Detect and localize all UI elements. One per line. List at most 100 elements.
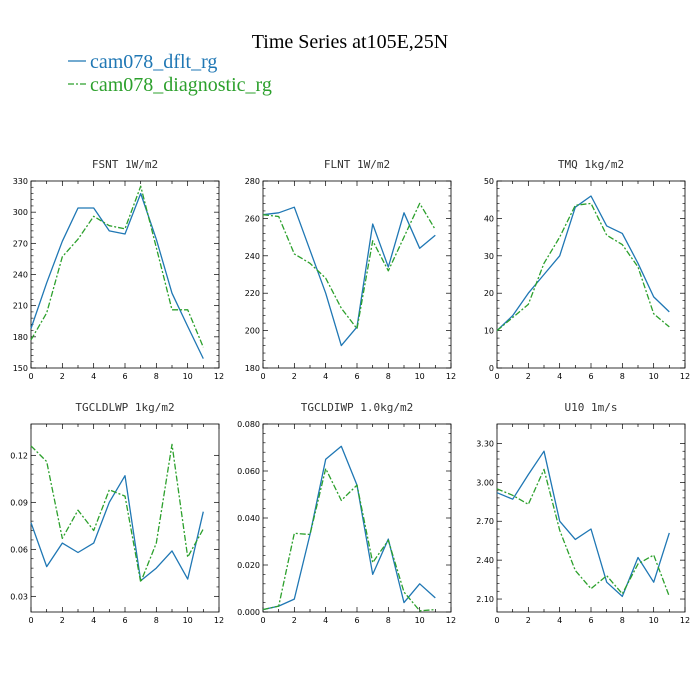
x-tick-label-flnt: 2 — [292, 372, 297, 381]
panel-tgcldiwp: TGCLDIWP 1.0kg/m2 0 2 4 6 8 10 12 0.000 0.020 0.04… — [237, 401, 456, 625]
y-tick-label-fsnt: 270 — [13, 239, 28, 248]
y-tick-label-tgcldiwp: 0.040 — [237, 514, 260, 523]
y-tick-label-fsnt: 150 — [13, 364, 28, 373]
x-tick-label-u10: 12 — [680, 616, 690, 625]
y-tick-label-tmq: 10 — [484, 327, 494, 336]
x-tick-label-tmq: 10 — [649, 372, 659, 381]
x-tick-label-flnt: 12 — [446, 372, 456, 381]
legend-label-dflt: cam078_dflt_rg — [90, 51, 217, 73]
x-tick-label-tgcldlwp: 6 — [122, 616, 127, 625]
y-tick-label-tmq: 30 — [484, 252, 494, 261]
x-tick-label-flnt: 0 — [260, 372, 265, 381]
panel-u10: U10 1m/s 0 2 4 6 8 10 12 2.10 2.40 2.70 3.00 3.30 — [476, 401, 690, 625]
panel-title-tmq: TMQ 1kg/m2 — [558, 158, 624, 171]
x-tick-label-tgcldlwp: 10 — [183, 616, 193, 625]
y-tick-label-u10: 3.00 — [476, 478, 494, 487]
x-tick-label-tgcldiwp: 0 — [260, 616, 265, 625]
x-tick-label-fsnt: 6 — [122, 372, 127, 381]
y-tick-label-u10: 2.10 — [476, 595, 494, 604]
series-line-diagnostic-u10 — [496, 468, 670, 597]
series-line-dflt-flnt — [262, 206, 436, 347]
plot-frame-tgcldlwp — [30, 423, 220, 613]
y-tick-label-flnt: 180 — [245, 364, 260, 373]
panel-title-tgcldlwp: TGCLDLWP 1kg/m2 — [75, 401, 174, 414]
y-tick-label-tmq: 40 — [484, 214, 494, 223]
x-tick-label-tgcldlwp: 0 — [28, 616, 33, 625]
x-tick-label-flnt: 10 — [415, 372, 425, 381]
series-line-dflt-tmq — [496, 195, 670, 332]
panel-flnt: FLNT 1W/m2 0 2 4 6 8 10 12 180 200 220 240 260 280 — [245, 158, 456, 381]
x-tick-label-tgcldlwp: 8 — [154, 616, 159, 625]
x-tick-label-flnt: 4 — [323, 372, 328, 381]
x-tick-label-tmq: 8 — [620, 372, 625, 381]
y-tick-label-u10: 2.70 — [476, 517, 494, 526]
x-tick-label-tmq: 4 — [557, 372, 562, 381]
panel-title-fsnt: FSNT 1W/m2 — [92, 158, 158, 171]
x-tick-label-tgcldlwp: 12 — [214, 616, 224, 625]
series-line-diagnostic-tgcldiwp — [262, 467, 436, 612]
x-tick-label-u10: 10 — [649, 616, 659, 625]
y-tick-label-fsnt: 180 — [13, 333, 28, 342]
legend-label-diagnostic: cam078_diagnostic_rg — [90, 74, 272, 96]
y-tick-label-fsnt: 210 — [13, 302, 28, 311]
series-line-dflt-tgcldlwp — [30, 475, 204, 582]
x-tick-label-fsnt: 2 — [60, 372, 65, 381]
y-tick-label-fsnt: 240 — [13, 271, 28, 280]
x-tick-label-fsnt: 12 — [214, 372, 224, 381]
y-tick-label-flnt: 240 — [245, 252, 260, 261]
panel-tgcldlwp: TGCLDLWP 1kg/m2 0 2 4 6 8 10 12 0.03 0.06 0.09 0.12 — [10, 401, 224, 625]
plot-frame-fsnt — [30, 180, 220, 369]
plot-frame-flnt — [262, 180, 452, 369]
series-line-dflt-tgcldiwp — [262, 445, 436, 611]
x-tick-label-u10: 8 — [620, 616, 625, 625]
x-tick-label-fsnt: 8 — [154, 372, 159, 381]
series-line-diagnostic-flnt — [262, 202, 436, 330]
series-line-diagnostic-fsnt — [30, 185, 204, 348]
x-tick-label-tgcldlwp: 2 — [60, 616, 65, 625]
y-tick-label-fsnt: 330 — [13, 177, 28, 186]
y-tick-label-flnt: 280 — [245, 177, 260, 186]
plot-frame-tgcldiwp — [262, 423, 452, 613]
x-tick-label-tgcldiwp: 12 — [446, 616, 456, 625]
figure-title: Time Series at105E,25N — [252, 31, 448, 53]
x-tick-label-tgcldiwp: 2 — [292, 616, 297, 625]
series-line-diagnostic-tmq — [496, 202, 670, 332]
y-tick-label-tgcldlwp: 0.06 — [10, 545, 28, 554]
x-tick-label-fsnt: 4 — [91, 372, 96, 381]
panel-fsnt: FSNT 1W/m2 0 2 4 6 8 10 12 150 180 210 240 270 300 330 — [13, 158, 224, 381]
panel-tmq: TMQ 1kg/m2 0 2 4 6 8 10 12 0 10 20 30 40 50 — [484, 158, 690, 381]
x-tick-label-tgcldlwp: 4 — [91, 616, 96, 625]
x-tick-label-u10: 2 — [526, 616, 531, 625]
y-tick-label-u10: 2.40 — [476, 556, 494, 565]
plot-frame-u10 — [496, 423, 686, 613]
y-tick-label-tmq: 20 — [484, 289, 494, 298]
x-tick-label-fsnt: 0 — [28, 372, 33, 381]
y-tick-label-flnt: 220 — [245, 289, 260, 298]
y-tick-label-tgcldiwp: 0.000 — [237, 608, 260, 617]
y-tick-label-tgcldiwp: 0.020 — [237, 561, 260, 570]
x-tick-label-tgcldiwp: 10 — [415, 616, 425, 625]
x-tick-label-tmq: 2 — [526, 372, 531, 381]
series-line-dflt-u10 — [496, 450, 670, 598]
series-line-diagnostic-tgcldlwp — [30, 443, 204, 583]
y-tick-label-flnt: 200 — [245, 327, 260, 336]
y-tick-label-tgcldlwp: 0.03 — [10, 592, 28, 601]
y-tick-label-tmq: 50 — [484, 177, 494, 186]
y-tick-label-u10: 3.30 — [476, 439, 494, 448]
panel-title-flnt: FLNT 1W/m2 — [324, 158, 390, 171]
x-tick-label-tgcldiwp: 8 — [386, 616, 391, 625]
x-tick-label-fsnt: 10 — [183, 372, 193, 381]
x-tick-label-tmq: 6 — [588, 372, 593, 381]
x-tick-label-tmq: 0 — [494, 372, 499, 381]
y-tick-label-tgcldiwp: 0.060 — [237, 467, 260, 476]
x-tick-label-flnt: 6 — [354, 372, 359, 381]
x-tick-label-tgcldiwp: 4 — [323, 616, 328, 625]
y-tick-label-tgcldlwp: 0.12 — [10, 451, 28, 460]
y-tick-label-tgcldiwp: 0.080 — [237, 420, 260, 429]
series-line-dflt-fsnt — [30, 192, 204, 359]
x-tick-label-u10: 0 — [494, 616, 499, 625]
plot-frame-tmq — [496, 180, 686, 369]
x-tick-label-u10: 6 — [588, 616, 593, 625]
panel-title-u10: U10 1m/s — [565, 401, 618, 414]
